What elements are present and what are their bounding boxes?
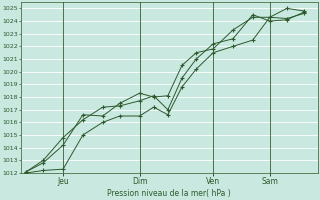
- X-axis label: Pression niveau de la mer( hPa ): Pression niveau de la mer( hPa ): [108, 189, 231, 198]
